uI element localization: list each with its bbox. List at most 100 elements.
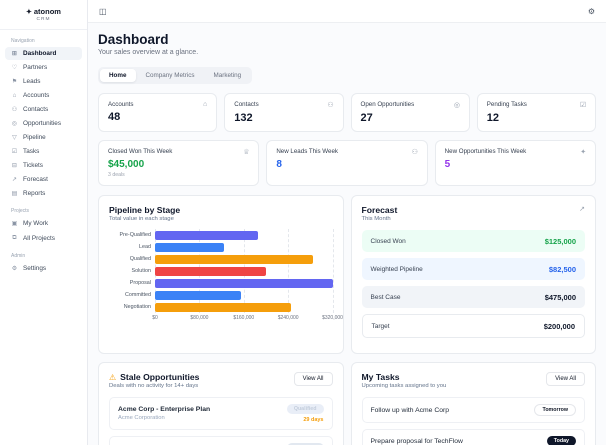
reports-icon: ▤	[11, 190, 18, 197]
sidebar-item-my-work[interactable]: ▣ My Work	[5, 217, 82, 230]
week-card-new-opportunities-this-week: New Opportunities This Week ✦ 5	[434, 140, 596, 186]
task-item[interactable]: Prepare proposal for TechFlow Today	[361, 429, 585, 445]
pipeline-icon: ▽	[12, 134, 17, 141]
pipeline-chart-subtitle: Total value in each stage	[109, 216, 174, 222]
sidebar-item-forecast[interactable]: ↗ Forecast	[5, 173, 82, 186]
chart-bar-row	[155, 229, 333, 241]
week-card-new-leads-this-week: New Leads This Week ⚇ 8	[266, 140, 428, 186]
sidebar-item-leads[interactable]: ⚑ Leads	[5, 75, 82, 88]
sidebar-item-settings[interactable]: ⚙ Settings	[5, 262, 82, 275]
forecast-row-target: Target $200,000	[361, 314, 585, 338]
stale-opportunities-card: ⚠ Stale Opportunities Deals with no acti…	[98, 362, 344, 445]
sidebar: ✦ atonom CRM Navigation ⊞ Dashboard ♡ Partne…	[0, 0, 88, 445]
sidebar-item-tickets[interactable]: ⊟ Tickets	[5, 159, 82, 172]
kpi-value: 27	[360, 112, 373, 124]
my-tasks-card: My Tasks Upcoming tasks assigned to you …	[350, 362, 596, 445]
kpi-card-contacts: Contacts ⚇ 132	[224, 93, 344, 132]
kpi-card-pending-tasks: Pending Tasks ☑ 12	[476, 93, 596, 132]
topbar: ◫ ⚙	[88, 0, 606, 23]
sidebar-item-label: Partners	[23, 64, 48, 71]
tasks-subtitle: Upcoming tasks assigned to you	[361, 383, 447, 389]
nav-section-label: Admin	[11, 253, 26, 259]
kpi-label: Pending Tasks	[486, 101, 527, 108]
task-text: Prepare proposal for TechFlow	[370, 437, 463, 445]
accounts-icon: ⌂	[12, 92, 17, 99]
forecast-row-label: Target	[371, 322, 390, 330]
chart-bar-committed	[155, 290, 241, 300]
logo-icon: ✦	[26, 8, 32, 16]
sidebar-item-label: Contacts	[23, 106, 49, 113]
my-tasks-list: Follow up with Acme Corp Tomorrow Prepare …	[361, 397, 585, 445]
sidebar-item-dashboard[interactable]: ⊞ Dashboard	[5, 47, 82, 60]
target-icon: ◎	[453, 102, 460, 109]
forecast-row-value: $200,000	[543, 321, 575, 331]
warning-triangle-icon: ⚠	[109, 372, 117, 382]
forecast-row-label: Best Case	[370, 293, 401, 301]
chart-x-tick: $240,000	[277, 315, 299, 321]
chart-category-label: Pre-Qualified	[119, 232, 151, 238]
sidebar-item-tasks[interactable]: ☑ Tasks	[5, 145, 82, 158]
chart-bar-row	[155, 265, 333, 277]
chart-bar-row	[155, 301, 333, 313]
chart-category-label: Committed	[124, 292, 151, 298]
week-card-value: 5	[444, 159, 451, 170]
sidebar-item-accounts[interactable]: ⌂ Accounts	[5, 89, 82, 102]
tab-home[interactable]: Home	[100, 69, 136, 82]
main-area: ◫ ⚙ Dashboard Your sales overview at a g…	[88, 0, 606, 445]
sidebar-item-all-projects[interactable]: ⧉ All Projects	[5, 231, 82, 245]
task-item[interactable]: Follow up with Acme Corp Tomorrow	[361, 397, 585, 423]
logo: ✦ atonom CRM	[0, 7, 87, 30]
chart-bar-lead	[155, 242, 225, 252]
tasks-view-all-button[interactable]: View All	[546, 372, 585, 386]
leads-icon: ⚑	[11, 78, 18, 85]
kpi-card-open-opportunities: Open Opportunities ◎ 27	[350, 93, 470, 132]
week-card-closed-won-this-week: Closed Won This Week ♕ $45,000 3 deals	[98, 140, 260, 186]
sidebar-item-pipeline[interactable]: ▽ Pipeline	[5, 131, 82, 144]
logo-text: atonom	[33, 7, 61, 16]
sidebar-item-label: Leads	[23, 78, 41, 85]
chart-x-tick: $0	[152, 315, 158, 321]
chart-bar-row	[155, 289, 333, 301]
stage-badge: Qualified	[286, 404, 324, 414]
clipboard-icon: ☑	[579, 102, 586, 109]
sidebar-item-label: Settings	[23, 265, 47, 272]
stale-opportunity-item[interactable]: TechFlow - Platform LicenseTechFlow Solu…	[109, 436, 333, 445]
opportunities-icon: ◎	[11, 120, 18, 127]
sidebar-item-opportunities[interactable]: ◎ Opportunities	[5, 117, 82, 130]
nav-section-label: Navigation	[11, 38, 35, 44]
nav-section-label: Projects	[11, 208, 30, 214]
sidebar-item-label: Dashboard	[23, 50, 57, 57]
forecast-subtitle: This Month	[361, 216, 391, 222]
sidebar-item-partners[interactable]: ♡ Partners	[5, 61, 82, 74]
stale-days: 29 days	[303, 417, 324, 423]
chart-category-label: Lead	[139, 244, 151, 250]
kpi-value: 48	[108, 111, 121, 123]
chart-category-label: Qualified	[129, 256, 151, 262]
settings-gear-icon[interactable]: ⚙	[587, 6, 595, 16]
chart-category-label: Negotiation	[123, 304, 151, 310]
all-projects-icon: ⧉	[12, 234, 17, 241]
sidebar-item-reports[interactable]: ▤ Reports	[5, 187, 82, 200]
chart-bar-solution	[155, 266, 266, 276]
building-icon: ⌂	[203, 101, 208, 108]
forecast-row-label: Weighted Pipeline	[370, 265, 423, 273]
dashboard-icon: ⊞	[11, 50, 18, 57]
stage-badge: Proposal	[286, 443, 324, 445]
chart-x-tick: $160,000	[233, 315, 255, 321]
chart-bar-qualified	[155, 254, 314, 264]
forecast-row-label: Closed Won	[370, 237, 406, 245]
forecast-rows: Closed Won $125,000 Weighted Pipeline $82,5…	[361, 230, 585, 338]
sidebar-item-contacts[interactable]: ⚇ Contacts	[5, 103, 82, 116]
sidebar-toggle-icon[interactable]: ◫	[99, 6, 107, 16]
tasks-title: My Tasks	[361, 372, 400, 382]
stale-opportunity-item[interactable]: Acme Corp - Enterprise Plan Acme Corporat…	[109, 397, 333, 430]
trophy-icon: ♕	[243, 149, 250, 156]
stale-subtitle: Deals with no activity for 14+ days	[109, 383, 199, 389]
tab-marketing[interactable]: Marketing	[213, 72, 242, 79]
partners-icon: ♡	[11, 64, 18, 71]
tab-company-metrics[interactable]: Company Metrics	[145, 72, 195, 79]
chart-bar-negotiation	[155, 302, 291, 312]
stale-view-all-button[interactable]: View All	[293, 372, 333, 386]
kpi-label: Accounts	[108, 101, 134, 108]
